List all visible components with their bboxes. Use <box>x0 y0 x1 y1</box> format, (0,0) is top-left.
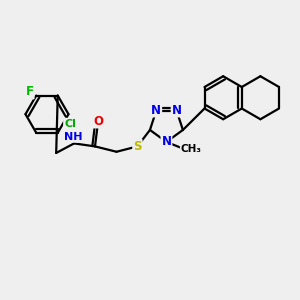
Text: N: N <box>151 103 161 116</box>
Text: N: N <box>161 135 171 148</box>
Text: NH: NH <box>64 132 83 142</box>
Text: Cl: Cl <box>64 119 76 129</box>
Text: F: F <box>26 85 34 98</box>
Text: N: N <box>172 103 182 116</box>
Text: CH₃: CH₃ <box>181 143 202 154</box>
Text: S: S <box>133 140 142 153</box>
Text: O: O <box>94 115 103 128</box>
